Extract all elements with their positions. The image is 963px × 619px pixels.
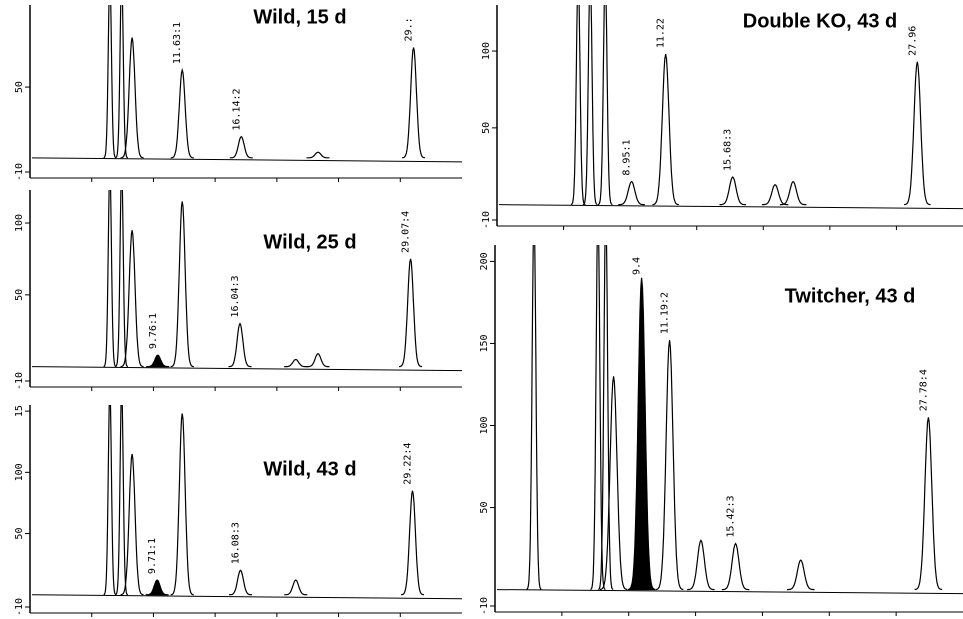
peak bbox=[582, 5, 598, 206]
peak bbox=[120, 37, 144, 159]
y-tick-label: 150 bbox=[479, 334, 490, 352]
peak-label: 16.08:3 bbox=[231, 522, 242, 564]
peak-label: 11.63:1 bbox=[172, 22, 183, 64]
peak bbox=[284, 358, 308, 368]
traces bbox=[103, 5, 426, 159]
y-tick-label: 100 bbox=[479, 416, 490, 434]
y-tick-label: 50 bbox=[14, 289, 25, 301]
peak bbox=[229, 135, 253, 159]
panel: -10 50 11.63:1 16.14:2 29.: Wild, 15 d bbox=[14, 5, 463, 182]
peak bbox=[719, 176, 746, 206]
peak-label: 9.4 bbox=[632, 257, 643, 275]
peak bbox=[598, 245, 614, 591]
peak bbox=[103, 190, 117, 368]
traces bbox=[570, 5, 931, 206]
peak bbox=[120, 230, 144, 368]
peak bbox=[115, 5, 129, 159]
peak bbox=[228, 322, 252, 368]
peak bbox=[590, 245, 606, 591]
panel-title: Wild, 43 d bbox=[263, 458, 356, 480]
y-tick-label: 100 bbox=[481, 42, 492, 60]
baseline bbox=[31, 366, 463, 372]
peak bbox=[145, 579, 169, 596]
peak bbox=[787, 559, 815, 591]
peak bbox=[618, 180, 645, 206]
peak-label: 16.04:3 bbox=[230, 275, 241, 317]
peak bbox=[721, 542, 750, 591]
y-tick-label: 200 bbox=[479, 252, 490, 270]
y-tick-label: 50 bbox=[479, 502, 490, 514]
peak bbox=[306, 151, 330, 159]
panel-title: Wild, 25 d bbox=[263, 231, 356, 253]
y-tick-label: 100 bbox=[14, 463, 25, 481]
baseline bbox=[31, 157, 463, 163]
peak bbox=[904, 61, 931, 206]
peak-label: 9.71:1 bbox=[147, 538, 158, 574]
peak-label: 15.68:3 bbox=[723, 129, 734, 171]
traces bbox=[103, 190, 423, 368]
peak-label: 27.78:4 bbox=[918, 369, 929, 411]
panel-title: Wild, 15 d bbox=[253, 6, 346, 28]
peak bbox=[599, 376, 628, 591]
baseline bbox=[31, 594, 463, 600]
panel: -10 50 100 8.95:1 11.22 15.68:3 27.96 Double KO… bbox=[481, 5, 963, 230]
peak-label: 11.19:2 bbox=[660, 292, 671, 334]
y-tick-label: -10 bbox=[481, 211, 492, 229]
y-tick-label: 15 bbox=[14, 405, 25, 417]
traces bbox=[526, 245, 943, 591]
panel: -10 50 100 15 9.71:1 16.08:3 29.22:4 Wild, 43 d bbox=[14, 405, 463, 617]
peak bbox=[115, 190, 129, 368]
peak bbox=[146, 354, 170, 368]
y-tick-label: -10 bbox=[14, 163, 25, 181]
peak bbox=[398, 258, 423, 368]
y-tick-label: 50 bbox=[14, 528, 25, 540]
peak bbox=[170, 413, 194, 596]
peak-label: 29.07:4 bbox=[401, 211, 412, 253]
peak-label: 16.14:2 bbox=[231, 88, 242, 130]
peak-label: 27.96 bbox=[907, 26, 918, 56]
traces bbox=[103, 405, 424, 596]
peak-label: 11.22 bbox=[656, 18, 667, 48]
peak bbox=[306, 353, 330, 368]
panel: -10 50 100 9.76:1 16.04:3 29.07:4 Wild, 25 d bbox=[14, 190, 463, 391]
peak bbox=[284, 579, 308, 596]
peak bbox=[103, 405, 117, 596]
y-tick-label: -10 bbox=[14, 372, 25, 390]
panel: -10 50 100 150 200 9.4 11.19:2 15.42:3 27.78:4 Tw… bbox=[479, 245, 963, 616]
peak-label: 29.22:4 bbox=[403, 443, 414, 485]
y-tick-label: -10 bbox=[14, 598, 25, 616]
peak bbox=[597, 5, 613, 206]
panel-title: Twitcher, 43 d bbox=[785, 285, 916, 307]
peak bbox=[652, 53, 679, 206]
peak bbox=[779, 180, 807, 206]
y-tick-label: -10 bbox=[479, 597, 490, 615]
peak bbox=[401, 47, 426, 159]
peak-label: 9.76:1 bbox=[148, 313, 159, 349]
peak bbox=[526, 245, 542, 591]
peak-label: 29.: bbox=[404, 17, 415, 41]
peak bbox=[761, 183, 789, 206]
peak bbox=[115, 405, 129, 596]
peak bbox=[655, 340, 684, 591]
y-tick-label: 50 bbox=[481, 122, 492, 134]
peak bbox=[687, 539, 715, 591]
y-tick-label: 100 bbox=[14, 214, 25, 232]
peak bbox=[229, 569, 252, 596]
peak bbox=[401, 490, 424, 596]
panel-title: Double KO, 43 d bbox=[743, 10, 897, 32]
peak bbox=[914, 417, 943, 591]
baseline bbox=[498, 204, 963, 210]
peak-label: 15.42:3 bbox=[726, 495, 737, 537]
y-tick-label: 50 bbox=[14, 81, 25, 93]
peak bbox=[170, 67, 194, 159]
baseline bbox=[496, 589, 963, 595]
peak-label: 8.95:1 bbox=[622, 139, 633, 175]
peak bbox=[570, 5, 586, 206]
peak bbox=[170, 201, 194, 368]
peak bbox=[103, 5, 117, 159]
peak bbox=[120, 453, 144, 596]
peak bbox=[627, 277, 656, 591]
